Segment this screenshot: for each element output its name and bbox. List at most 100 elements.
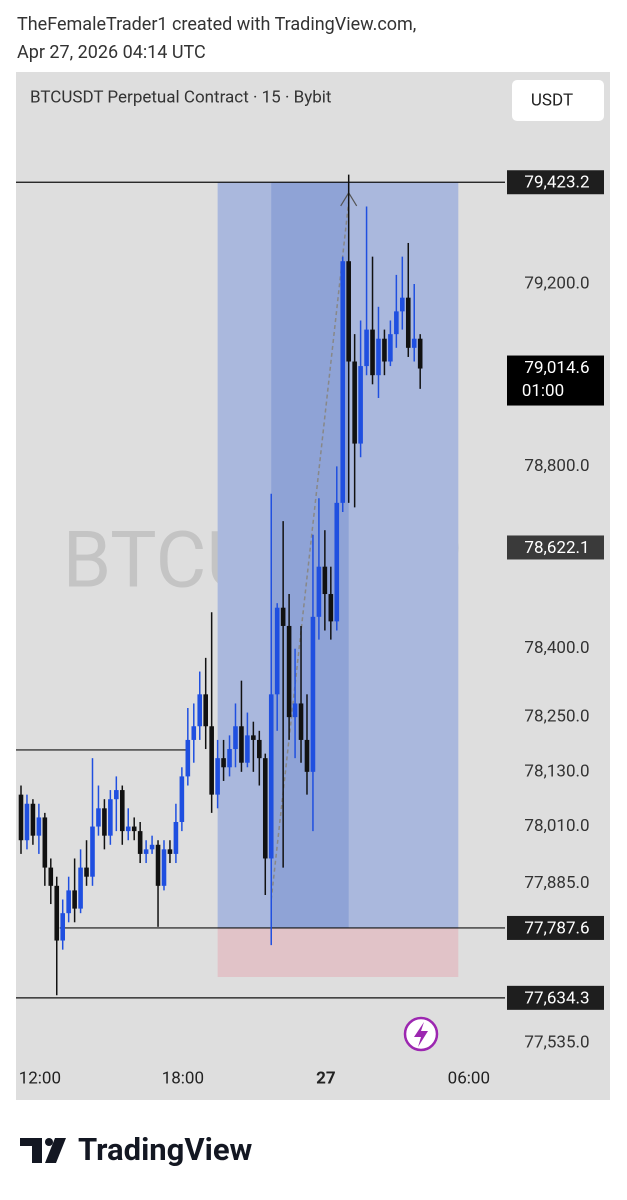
candle-body — [298, 703, 304, 740]
candle-body — [179, 776, 185, 822]
candle-body — [233, 726, 238, 750]
candle-body — [334, 502, 340, 622]
candle-body — [382, 338, 387, 362]
candle-body — [42, 817, 48, 868]
candle-body — [36, 817, 42, 836]
candle-body — [352, 361, 357, 444]
candle-body — [292, 703, 298, 718]
candle-body — [24, 803, 30, 841]
header-date: Apr 27, 2026 04:14 UTC — [17, 42, 206, 63]
level-label: 78,622.1 — [524, 538, 589, 558]
candle-body — [137, 831, 143, 854]
candle-body — [376, 338, 381, 376]
candle-body — [328, 594, 334, 622]
x-tick-label: 06:00 — [448, 1068, 490, 1088]
y-tick-label: 78,400.0 — [524, 638, 589, 658]
y-tick-label: 78,130.0 — [524, 761, 589, 781]
candle-body — [54, 885, 60, 941]
level-label-box — [507, 985, 604, 1010]
currency-button[interactable] — [512, 80, 604, 121]
candle-body — [18, 794, 24, 841]
candle-body — [84, 867, 89, 877]
candle-body — [417, 338, 423, 369]
candle-body — [191, 726, 197, 740]
candle-body — [209, 726, 214, 795]
last-price-label: 79,014.6 — [524, 358, 589, 378]
level-label: 77,634.3 — [524, 988, 589, 1008]
header-author: TheFemaleTrader1 created with TradingVie… — [17, 14, 416, 35]
alert-bolt — [414, 1022, 428, 1047]
candle-body — [310, 616, 316, 772]
logo-dot — [45, 1138, 53, 1146]
y-tick-label: 78,250.0 — [524, 707, 589, 727]
candle-body — [131, 826, 137, 832]
chart-title: BTCUSDT Perpetual Contract · 15 · Bybit — [30, 87, 331, 107]
candle-body — [114, 790, 119, 800]
candle-body — [30, 803, 36, 836]
currency-button-label[interactable]: USDT — [531, 90, 573, 110]
candle-body — [346, 261, 351, 362]
y-tick-label: 77,535.0 — [524, 1033, 589, 1053]
candle-body — [78, 867, 83, 909]
candle-body — [274, 607, 280, 695]
candle-body — [48, 867, 54, 886]
x-tick-label: 27 — [316, 1068, 336, 1088]
level-label-box — [507, 915, 604, 940]
candle-body — [108, 799, 113, 836]
candle-body — [185, 739, 191, 777]
candle-body — [143, 849, 149, 854]
x-tick-label: 12:00 — [19, 1068, 61, 1088]
candle-body — [411, 338, 417, 348]
candle-body — [149, 844, 155, 850]
candle-body — [239, 726, 244, 763]
candle-body — [66, 890, 71, 914]
y-tick-label: 78,010.0 — [524, 816, 589, 836]
last-price-box — [507, 355, 604, 406]
x-tick-label: 18:00 — [162, 1068, 204, 1088]
candle-body — [90, 826, 95, 877]
candle-body — [316, 566, 322, 617]
candle-body — [197, 694, 203, 727]
candle-body — [268, 694, 274, 859]
candle-body — [96, 808, 101, 827]
candle-body — [280, 607, 286, 626]
candle-body — [340, 261, 346, 503]
countdown-label: 01:00 — [522, 381, 564, 401]
candle-body — [322, 566, 328, 595]
candle-body — [155, 844, 161, 886]
y-tick-label: 79,200.0 — [524, 273, 589, 293]
level-label: 77,787.6 — [524, 918, 589, 938]
candle-body — [304, 739, 310, 772]
candle-body — [161, 849, 167, 886]
level-label: 79,423.2 — [524, 173, 589, 193]
candle-body — [245, 735, 250, 763]
tradingview-logo — [20, 1138, 66, 1163]
candle-body — [221, 758, 226, 768]
candle-body — [203, 694, 208, 727]
candle-body — [60, 913, 66, 941]
candle-body — [394, 311, 399, 335]
trend-path — [270, 201, 350, 900]
candle-body — [72, 890, 77, 909]
candle-body — [400, 297, 405, 312]
level-label-box — [507, 535, 604, 560]
candle-body — [358, 366, 363, 444]
candle-body — [257, 739, 262, 759]
candle-body — [286, 625, 292, 718]
candle-body — [102, 808, 107, 836]
candle-body — [227, 749, 232, 768]
candle-body — [173, 821, 179, 854]
brand: TradingView — [78, 1131, 253, 1168]
candle-body — [119, 790, 125, 832]
candle-body — [364, 329, 369, 367]
level-label-box — [507, 170, 604, 195]
candle-body — [251, 735, 256, 740]
candle-body — [167, 849, 173, 854]
candle-body — [215, 758, 220, 795]
candle-body — [125, 826, 131, 832]
candle-body — [370, 329, 375, 376]
logo-mark — [45, 1138, 66, 1163]
candle-body — [388, 334, 393, 362]
candle-body — [405, 297, 411, 348]
